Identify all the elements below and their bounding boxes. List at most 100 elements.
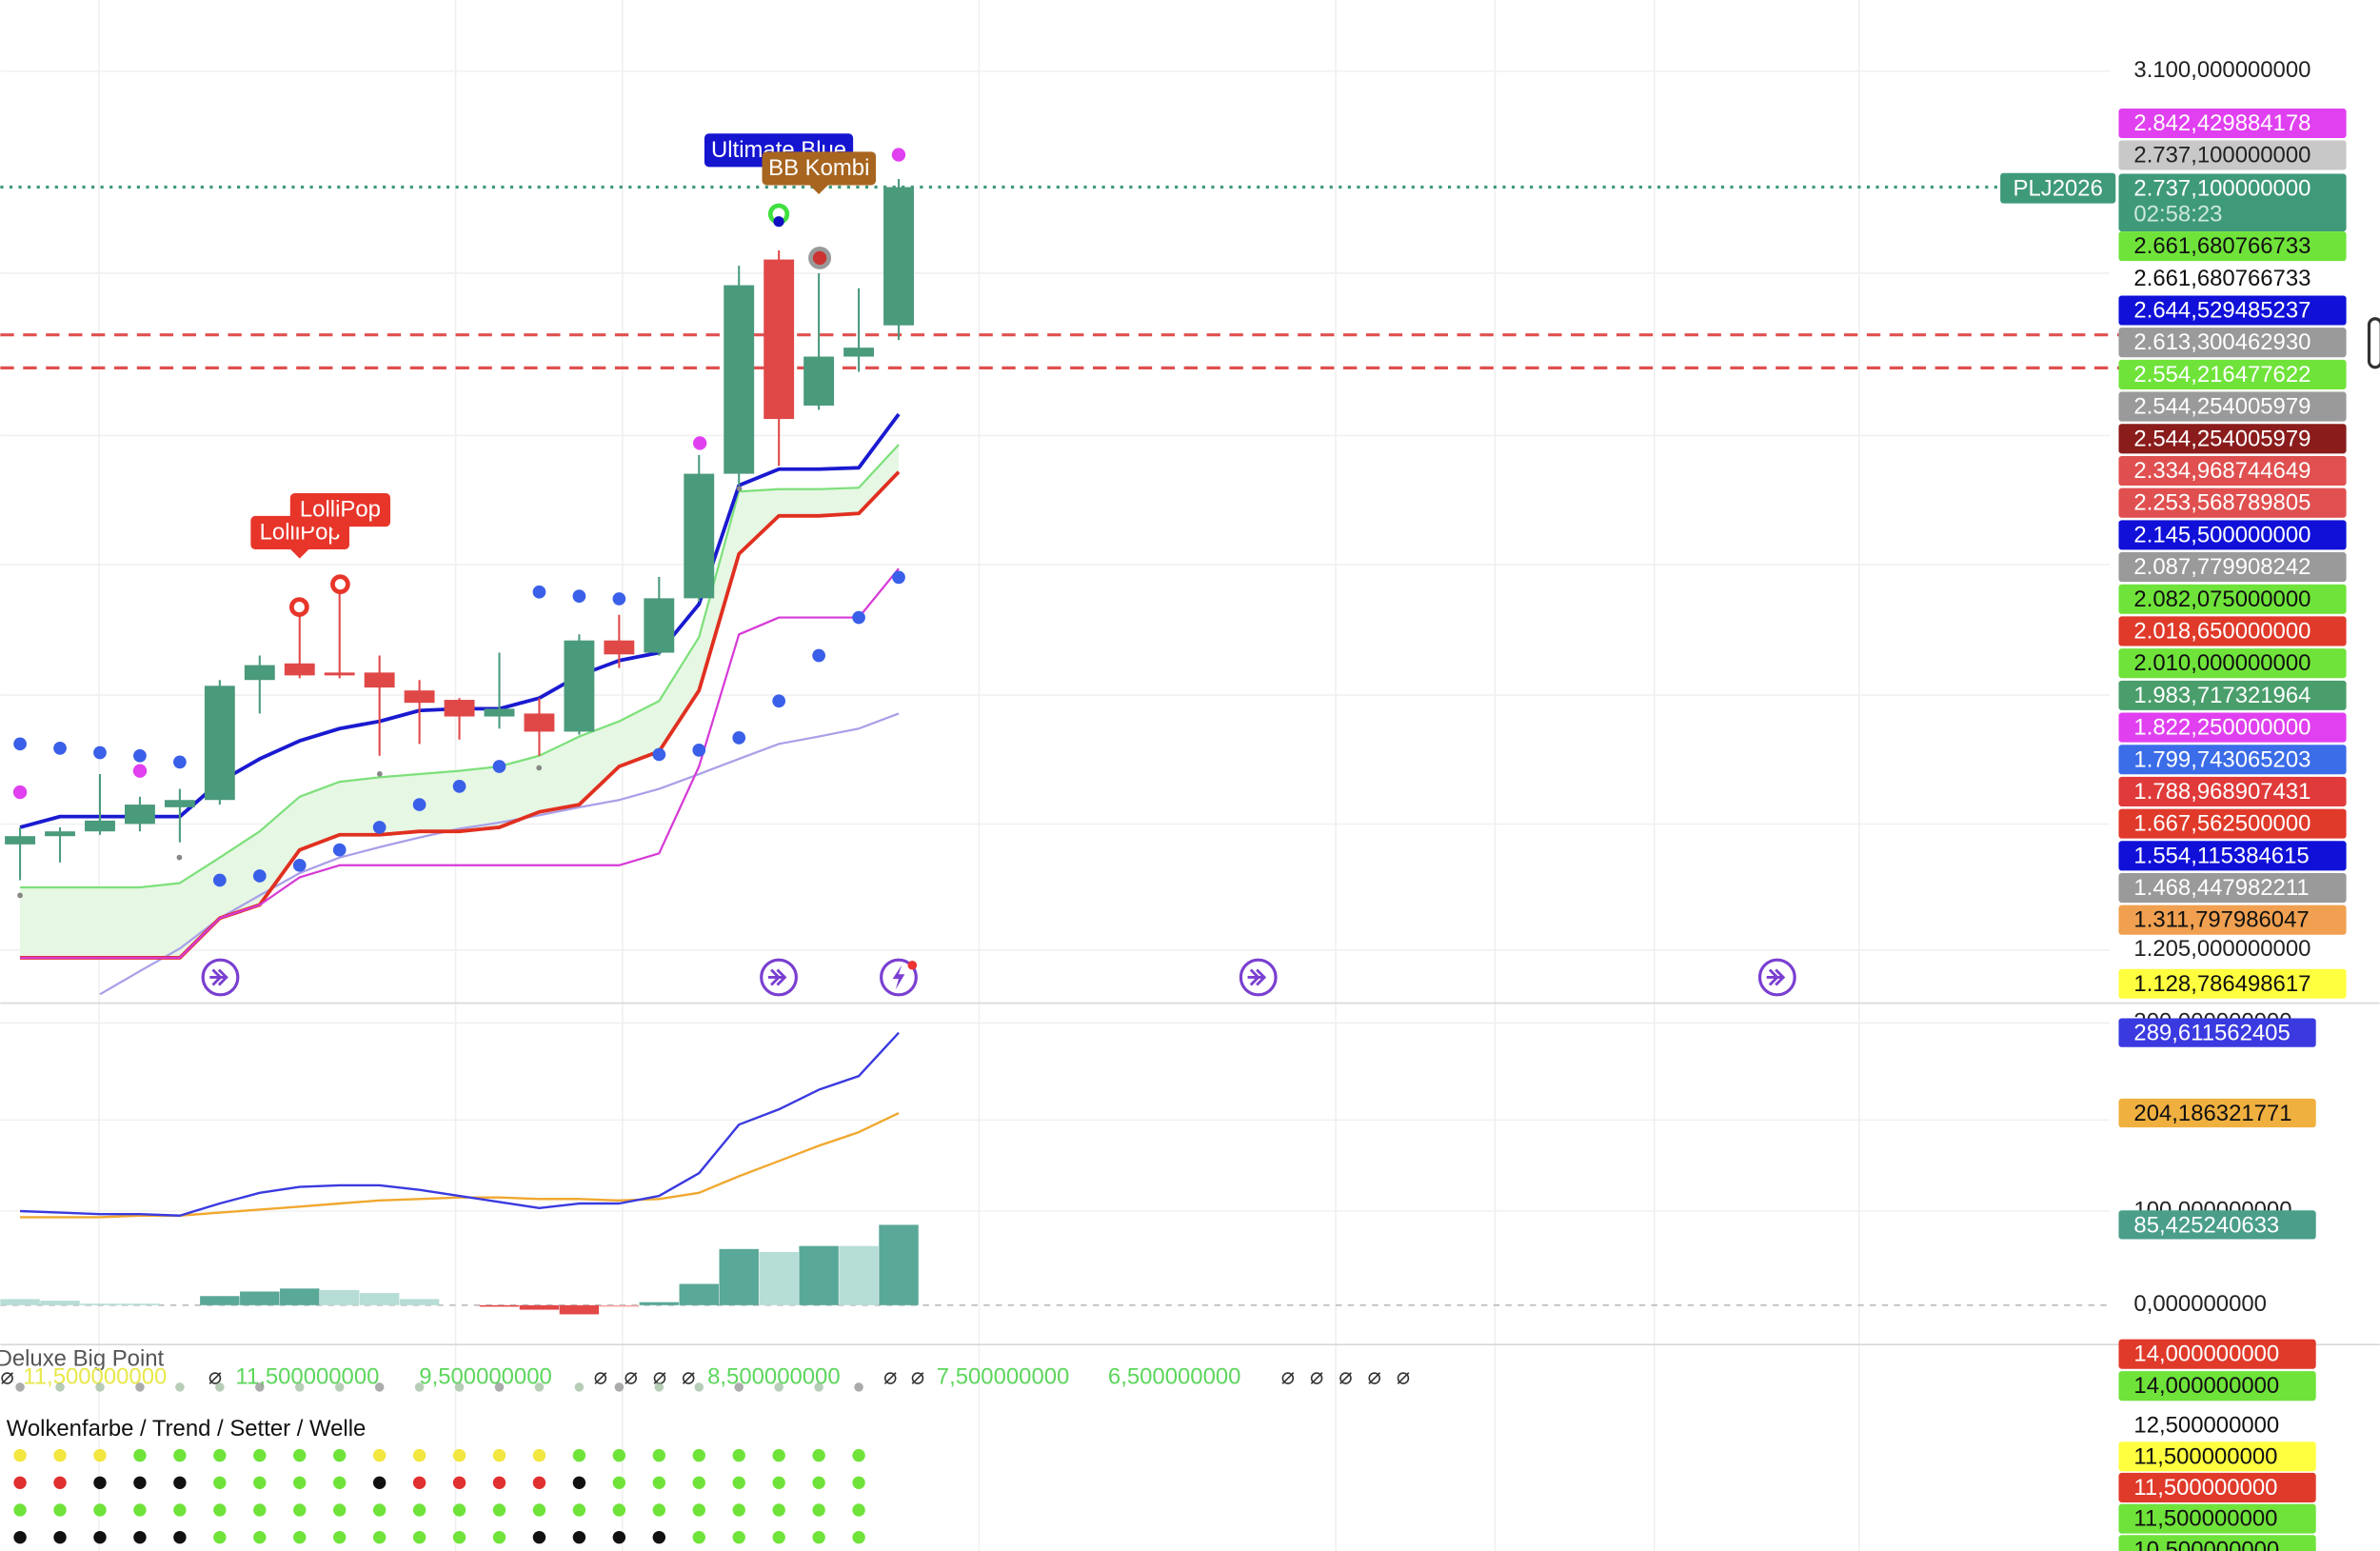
deluxe-item: 11,500000000 bbox=[23, 1364, 167, 1390]
price-tag-label: 1.667,562500000 bbox=[2133, 811, 2311, 837]
candle-body bbox=[404, 690, 435, 704]
deluxe-dot bbox=[95, 1382, 105, 1392]
state-dot bbox=[173, 1503, 187, 1517]
annotation-pointer bbox=[809, 185, 828, 195]
price-tag bbox=[2118, 231, 2347, 262]
price-tag bbox=[2118, 584, 2347, 614]
price-tag bbox=[2118, 680, 2347, 710]
y-tick-label: 0,000000000 bbox=[2133, 1291, 2267, 1317]
signal-dot bbox=[492, 760, 506, 773]
state-dot bbox=[852, 1476, 865, 1489]
state-dot bbox=[133, 1476, 147, 1489]
state-dot bbox=[372, 1530, 387, 1544]
deluxe-dot bbox=[694, 1382, 704, 1392]
panel-tag-label: 12,500000000 bbox=[2133, 1413, 2279, 1439]
state-dot bbox=[293, 1448, 307, 1462]
panel-tag-label: 11,500000000 bbox=[2133, 1475, 2277, 1501]
state-dot bbox=[572, 1530, 586, 1544]
price-tag bbox=[2118, 108, 2347, 139]
state-dot bbox=[452, 1530, 466, 1544]
candle-body bbox=[724, 285, 755, 474]
price-tag-label: 2.613,300462930 bbox=[2133, 329, 2311, 355]
histogram-bar bbox=[479, 1304, 520, 1307]
grey-marker bbox=[17, 892, 23, 899]
deluxe-dot bbox=[614, 1382, 625, 1392]
current-price-tag bbox=[2118, 173, 2347, 232]
countdown: 02:58:23 bbox=[2133, 202, 2222, 228]
price-tag bbox=[2118, 872, 2347, 904]
state-dot bbox=[93, 1530, 107, 1544]
histogram-bar bbox=[0, 1299, 40, 1305]
state-dot bbox=[93, 1448, 107, 1462]
state-dot bbox=[213, 1476, 227, 1489]
price-tag-label: 2.087,779908242 bbox=[2133, 554, 2311, 580]
state-dot bbox=[53, 1448, 67, 1462]
signal-dot bbox=[652, 747, 666, 762]
candle-body bbox=[45, 831, 75, 837]
state-dot bbox=[253, 1530, 267, 1544]
deluxe-dot bbox=[135, 1382, 145, 1392]
deluxe-dot bbox=[55, 1382, 65, 1392]
state-dot bbox=[53, 1503, 67, 1517]
state-dot bbox=[572, 1476, 586, 1489]
deluxe-dot bbox=[215, 1382, 225, 1392]
price-tag-label: 1.554,115384615 bbox=[2133, 843, 2309, 868]
price-tag-label: 1.468,447982211 bbox=[2133, 875, 2309, 901]
histogram-bar bbox=[799, 1245, 839, 1305]
value-tag-label: 204,186321771 bbox=[2133, 1101, 2291, 1126]
signal-dot bbox=[173, 755, 187, 769]
candle-body bbox=[604, 640, 635, 655]
state-dot bbox=[213, 1530, 227, 1544]
magenta-marker bbox=[132, 764, 148, 778]
event-bolt bbox=[892, 964, 905, 990]
annotation-pointer bbox=[330, 527, 349, 536]
state-dot bbox=[13, 1530, 27, 1544]
candle-body bbox=[803, 356, 835, 406]
blue-ring-dot bbox=[773, 216, 784, 228]
price-tag-label: 1.983,717321964 bbox=[2133, 683, 2311, 708]
deluxe-item: ⌀ bbox=[1339, 1364, 1352, 1390]
price-tag-label: 2.842,429884178 bbox=[2133, 110, 2311, 136]
state-dot bbox=[133, 1503, 147, 1517]
panel-tag bbox=[2118, 1535, 2316, 1551]
deluxe-item: 7,500000000 bbox=[937, 1364, 1070, 1390]
candle-body bbox=[843, 348, 875, 357]
histogram-bar bbox=[240, 1291, 280, 1305]
grey-marker bbox=[736, 486, 743, 492]
state-dot bbox=[612, 1448, 626, 1462]
price-tag bbox=[2118, 616, 2347, 646]
price-tag-label: 2.544,254005979 bbox=[2133, 426, 2311, 451]
histogram-bar bbox=[639, 1302, 680, 1305]
price-tag bbox=[2118, 359, 2347, 389]
candle-body bbox=[444, 700, 475, 717]
signal-dot bbox=[332, 843, 347, 857]
histogram-bar bbox=[319, 1289, 360, 1305]
state-dot bbox=[372, 1476, 387, 1489]
state-dot bbox=[812, 1448, 825, 1462]
price-tag bbox=[2118, 648, 2347, 679]
price-tag bbox=[2118, 520, 2347, 550]
price-tag bbox=[2118, 712, 2347, 743]
state-dot bbox=[492, 1448, 506, 1462]
magenta-marker bbox=[692, 436, 707, 450]
scroll-handle[interactable] bbox=[2367, 317, 2380, 369]
bb-ring bbox=[808, 247, 832, 269]
signal-dot bbox=[852, 610, 865, 625]
annotation-box bbox=[762, 151, 877, 186]
signal-dot bbox=[412, 798, 426, 811]
annotation-box bbox=[289, 493, 390, 527]
annotation-pointer bbox=[290, 549, 309, 559]
state-dot bbox=[812, 1476, 825, 1489]
state-dot bbox=[772, 1530, 785, 1544]
signal-dot bbox=[53, 742, 67, 755]
price-tag-label: 2.644,529485237 bbox=[2133, 298, 2311, 324]
state-dot bbox=[293, 1476, 307, 1489]
histogram-bar bbox=[759, 1251, 799, 1305]
state-dot bbox=[452, 1448, 466, 1462]
price-tag bbox=[2118, 295, 2347, 326]
state-dot bbox=[372, 1448, 387, 1462]
state-dot bbox=[652, 1503, 666, 1517]
price-tag-label: 2.334,968744649 bbox=[2133, 458, 2311, 484]
state-dot bbox=[612, 1476, 626, 1489]
price-tag-label: 2.661,680766733 bbox=[2133, 266, 2311, 291]
